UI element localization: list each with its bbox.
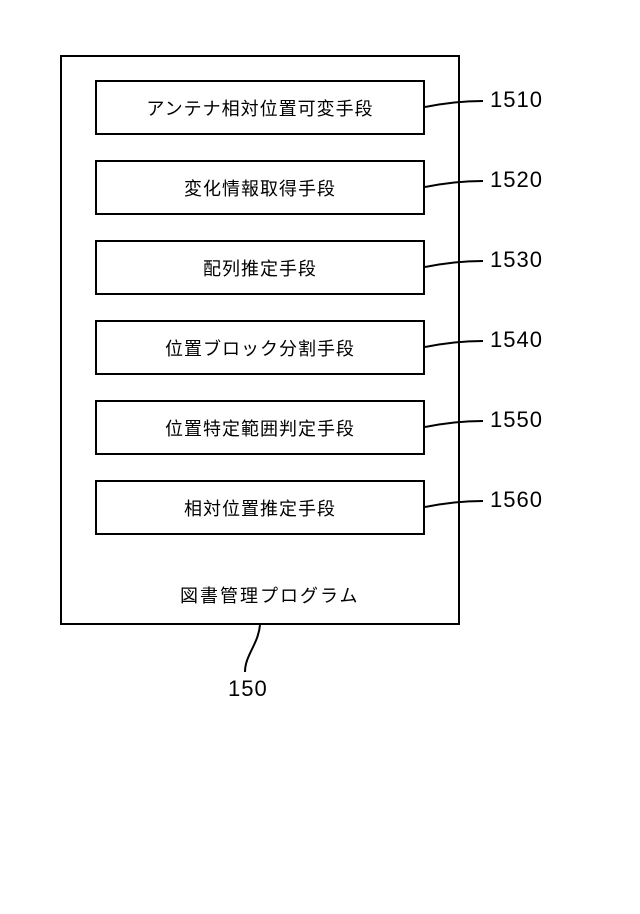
lead-lines — [0, 0, 640, 914]
lead-line — [425, 181, 483, 187]
lead-line — [425, 341, 483, 347]
container-lead-line — [245, 625, 260, 672]
lead-line — [425, 421, 483, 427]
lead-line — [425, 261, 483, 267]
program-caption: 図書管理プログラム — [180, 582, 359, 608]
diagram-canvas: アンテナ相対位置可変手段1510変化情報取得手段1520配列推定手段1530位置… — [0, 0, 640, 914]
lead-line — [425, 101, 483, 107]
container-ref-label: 150 — [228, 676, 268, 702]
lead-line — [425, 501, 483, 507]
